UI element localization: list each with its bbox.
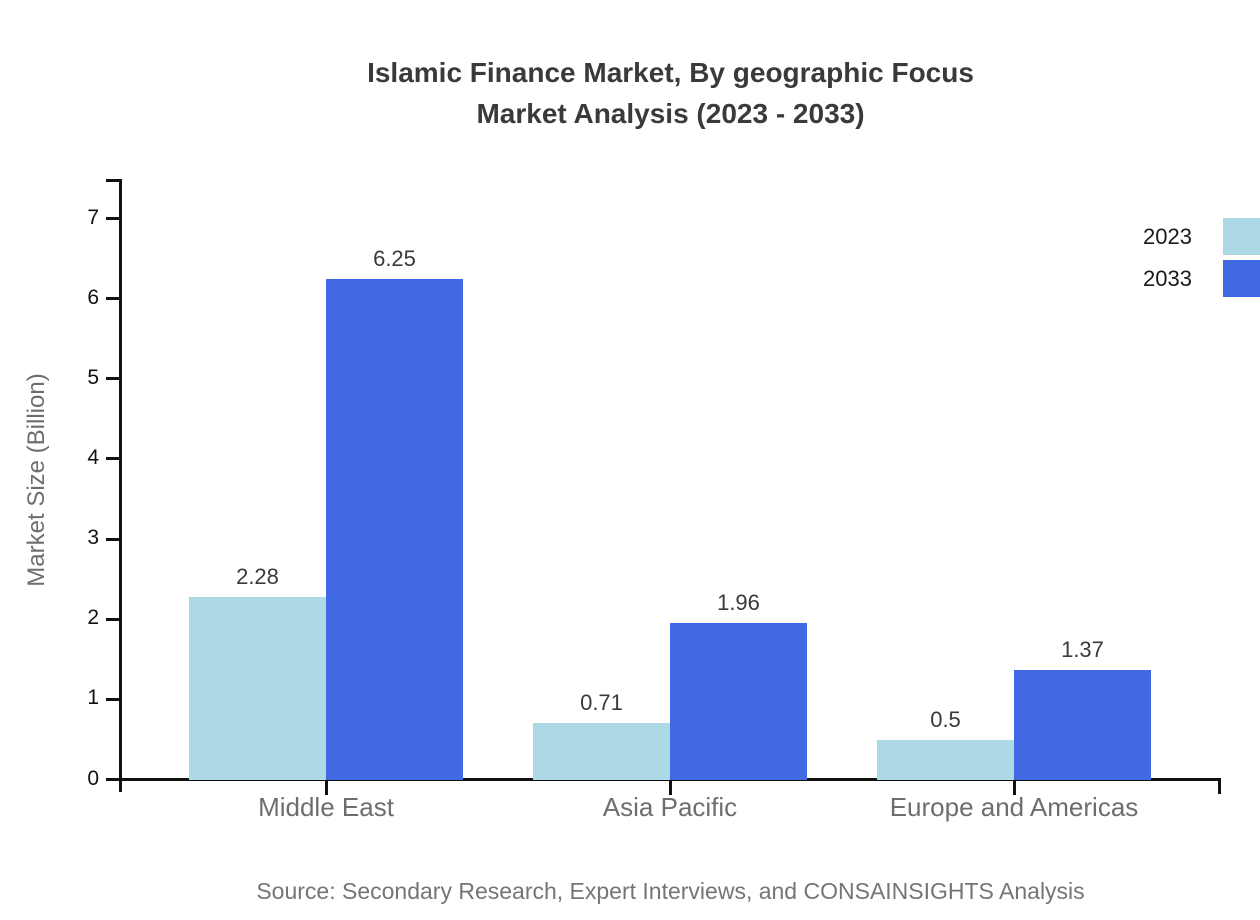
bar-2023-middle-east [189, 597, 326, 780]
chart-title: Islamic Finance Market, By geographic Fo… [367, 57, 974, 88]
bar-2023-asia-pacific [533, 723, 670, 780]
y-tick-label: 5 [87, 365, 99, 389]
x-category-label: Europe and Americas [889, 792, 1139, 822]
source-note: Source: Secondary Research, Expert Inter… [256, 878, 1085, 904]
y-tick [106, 377, 120, 381]
y-tick-label: 4 [87, 445, 99, 469]
bar-2033-asia-pacific [670, 622, 807, 780]
bar-value-label: 1.96 [717, 589, 760, 615]
legend: 2023 2033 [1143, 218, 1260, 302]
bar-2033-middle-east [326, 279, 463, 780]
bar-value-label: 6.25 [373, 246, 416, 272]
bar-2023-europe-and-americas [877, 739, 1014, 780]
legend-swatch [1223, 218, 1260, 255]
y-tick [106, 217, 120, 220]
y-tick-label: 2 [87, 606, 99, 630]
y-tick-label: 7 [87, 205, 99, 229]
x-tick [668, 781, 672, 795]
legend-swatch [1223, 260, 1260, 297]
bar-value-label: 1.37 [1061, 637, 1104, 663]
bar-value-label: 0.5 [930, 706, 961, 732]
y-tick [106, 297, 120, 301]
y-tick [106, 457, 120, 461]
y-axis-line [119, 179, 122, 792]
y-axis-top-cap [106, 179, 120, 182]
legend-item-2033: 2033 [1143, 260, 1260, 297]
chart-title-block: Islamic Finance Market, By geographic Fo… [120, 52, 1221, 134]
bar-2033-europe-and-americas [1014, 670, 1151, 780]
y-tick [106, 778, 120, 781]
bar-value-label: 0.71 [580, 690, 623, 716]
y-tick-label: 6 [87, 285, 99, 309]
y-tick-label: 1 [87, 686, 99, 710]
legend-label: 2033 [1143, 265, 1192, 291]
x-tick [1012, 781, 1016, 795]
x-axis-end-cap [1218, 778, 1221, 794]
chart-subtitle: Market Analysis (2023 - 2033) [476, 98, 865, 129]
y-tick [106, 537, 120, 541]
y-tick [106, 617, 120, 621]
y-tick [106, 697, 120, 701]
y-tick-label: 0 [87, 766, 99, 790]
bar-value-label: 2.28 [236, 564, 279, 590]
x-category-label: Asia Pacific [602, 792, 738, 822]
x-category-label: Middle East [258, 792, 394, 822]
legend-label: 2023 [1143, 223, 1192, 249]
legend-item-2023: 2023 [1143, 218, 1260, 255]
y-tick-label: 3 [87, 526, 99, 550]
x-tick [324, 781, 328, 795]
